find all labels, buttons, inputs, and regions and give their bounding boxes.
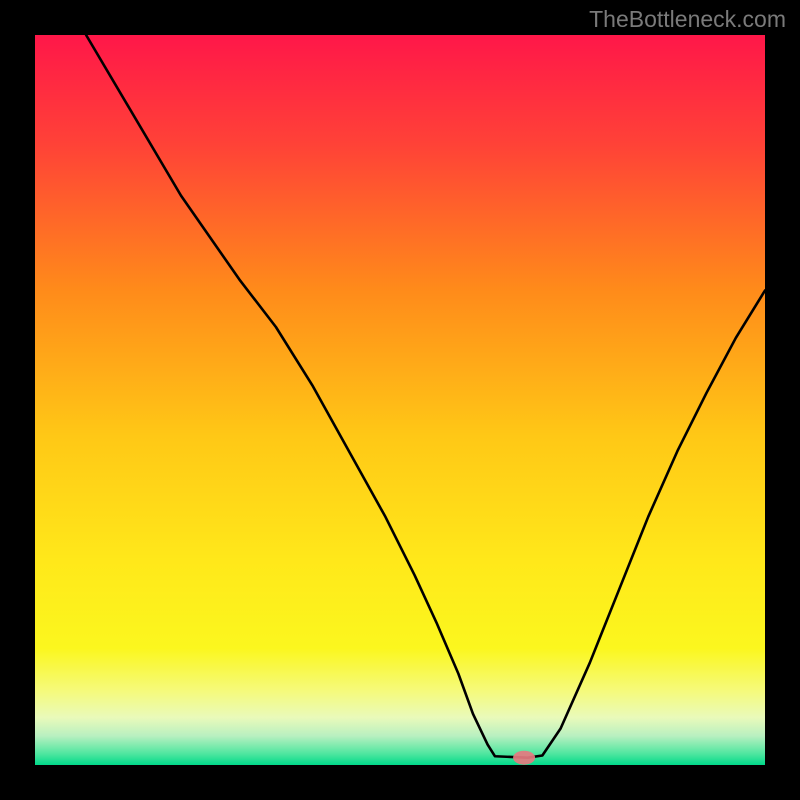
- chart-root: TheBottleneck.com: [0, 0, 800, 800]
- watermark-label: TheBottleneck.com: [589, 6, 786, 33]
- plot-background: [35, 35, 765, 765]
- optimal-point-marker: [513, 751, 535, 765]
- bottleneck-chart: [0, 0, 800, 800]
